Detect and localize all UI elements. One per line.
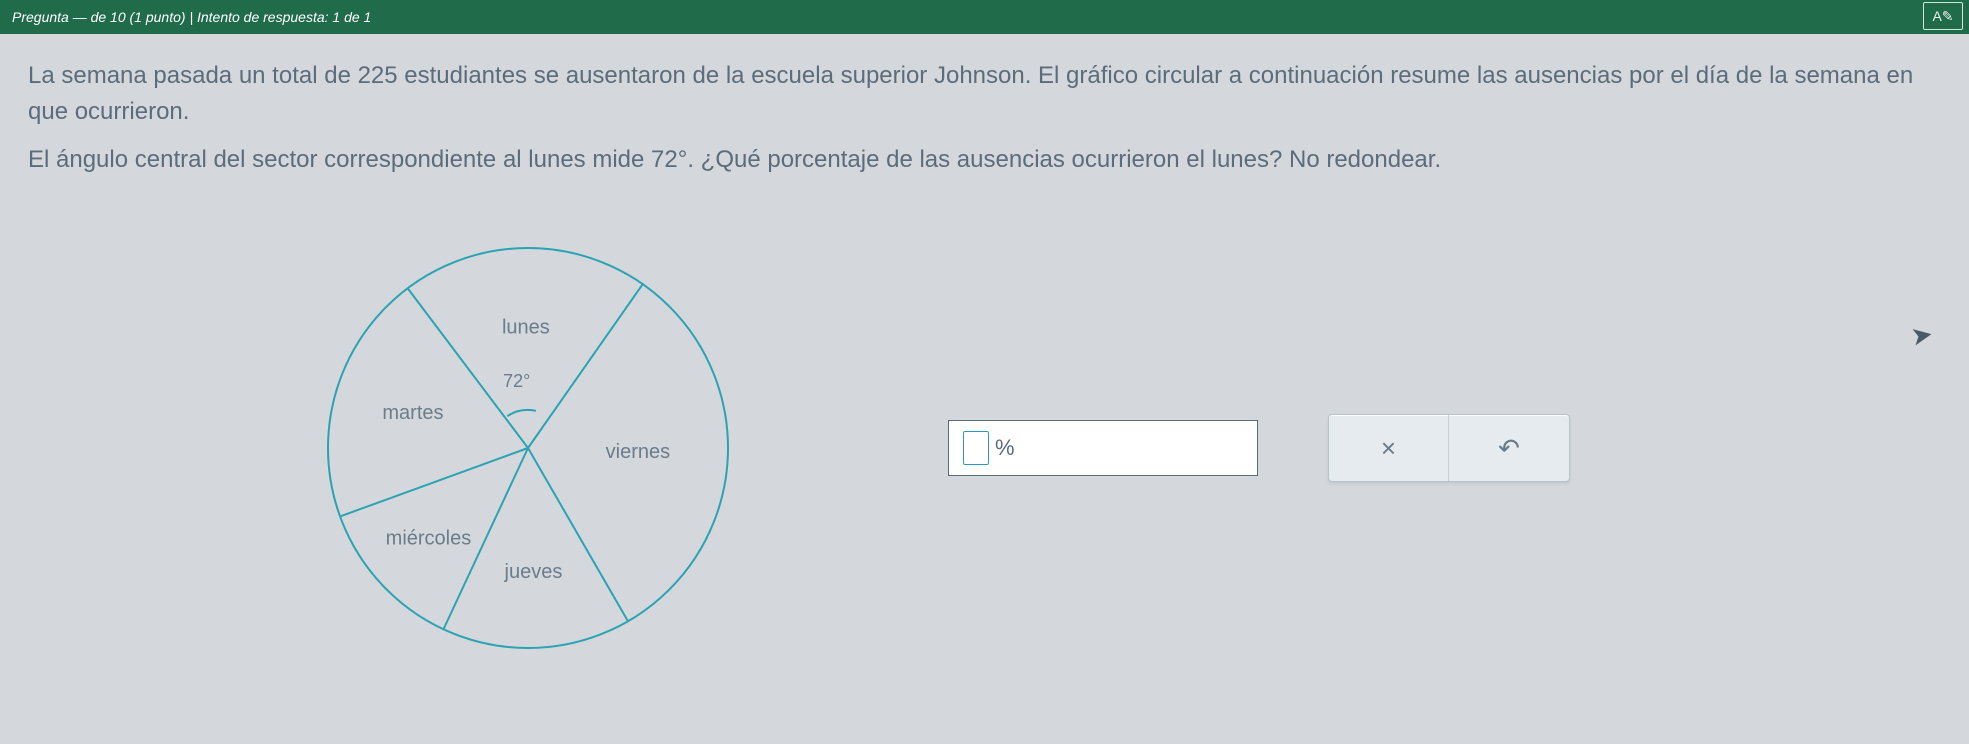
- sector-label-martes: martes: [382, 402, 443, 424]
- answer-buttons: × ↶: [1328, 414, 1570, 482]
- font-tool-label: A✎: [1932, 8, 1953, 25]
- sector-divider-viernes: [528, 448, 628, 621]
- sector-label-jueves: jueves: [504, 561, 563, 583]
- answer-area: % × ↶: [948, 414, 1570, 482]
- sector-label-viernes: viernes: [606, 441, 670, 463]
- undo-button[interactable]: ↶: [1449, 415, 1569, 481]
- question-header-bar: Pregunta — de 10 (1 punto) | Intento de …: [0, 0, 1969, 34]
- prompt-paragraph-2: El ángulo central del sector correspondi…: [28, 142, 1941, 178]
- angle-arc: [507, 410, 536, 416]
- answer-input-box[interactable]: %: [948, 420, 1258, 476]
- sector-label-miercoles: miércoles: [386, 527, 472, 549]
- pie-chart: lunes martes miércoles jueves viernes 72°: [228, 218, 828, 678]
- sector-label-lunes: lunes: [502, 316, 550, 338]
- question-content: La semana pasada un total de 225 estudia…: [0, 34, 1969, 678]
- sector-divider-lunes: [528, 284, 643, 448]
- pie-chart-svg: lunes martes miércoles jueves viernes 72°: [318, 238, 738, 658]
- answer-input-slot[interactable]: [963, 431, 989, 465]
- prompt-text: La semana pasada un total de 225 estudia…: [28, 58, 1941, 178]
- font-tool-button[interactable]: A✎: [1923, 2, 1963, 30]
- main-row: lunes martes miércoles jueves viernes 72° % ×…: [28, 218, 1941, 678]
- header-left-text: Pregunta — de 10 (1 punto) | Intento de …: [12, 9, 371, 25]
- prompt-paragraph-1: La semana pasada un total de 225 estudia…: [28, 58, 1941, 130]
- clear-button[interactable]: ×: [1329, 415, 1449, 481]
- percent-symbol: %: [995, 435, 1015, 461]
- angle-label: 72°: [503, 371, 530, 391]
